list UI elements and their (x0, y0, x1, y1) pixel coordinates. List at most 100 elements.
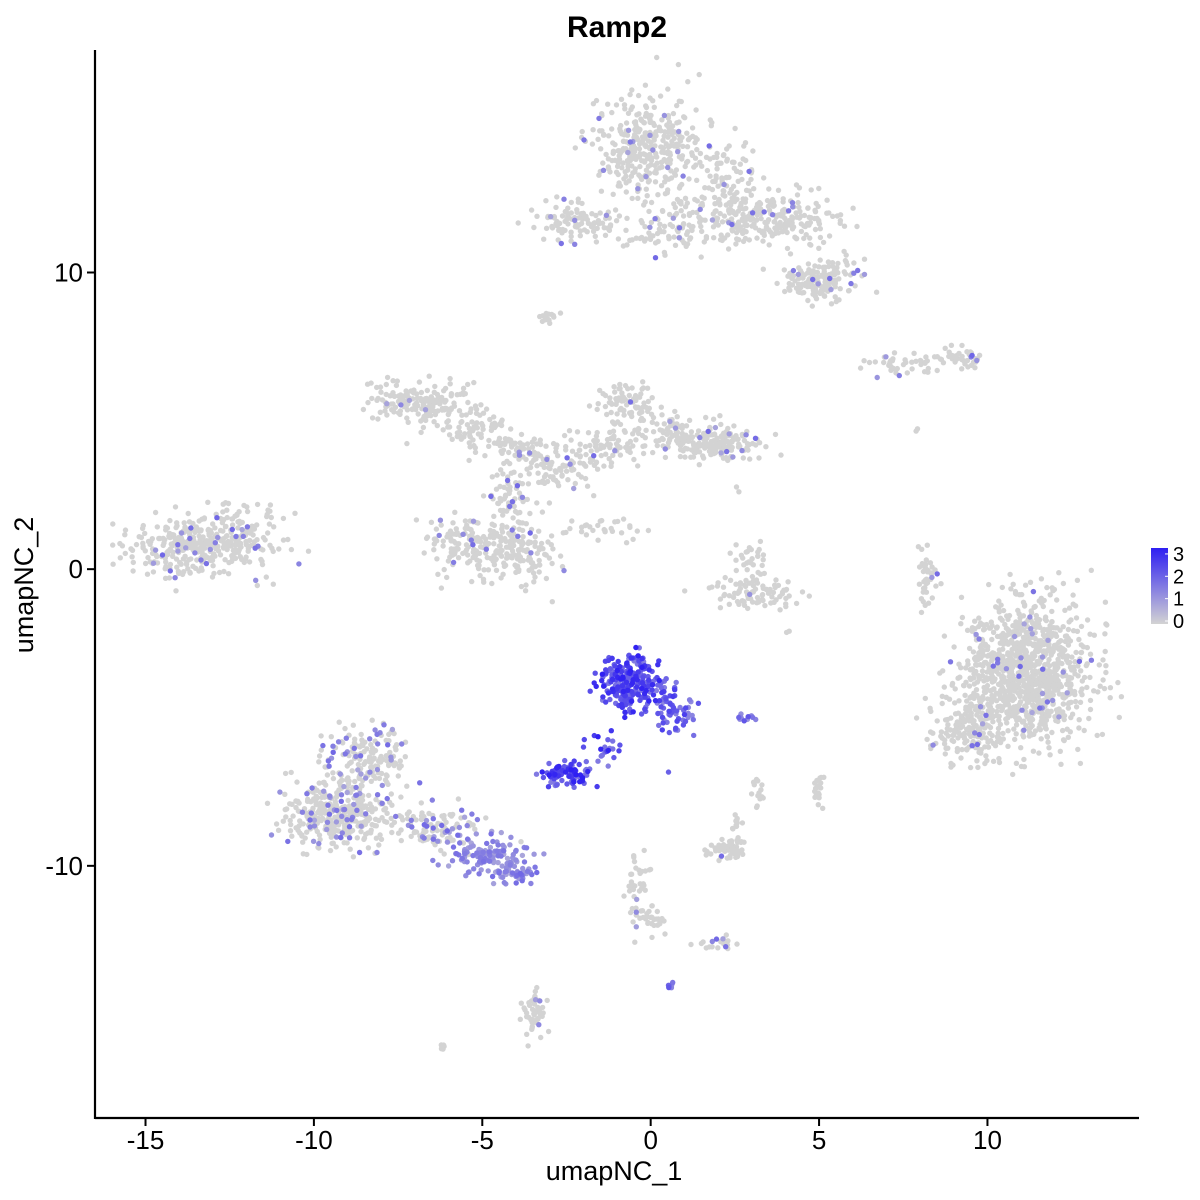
cell-point (1067, 638, 1074, 644)
cell-point (471, 546, 477, 553)
cell-point (152, 547, 159, 553)
cell-point (727, 577, 734, 583)
cell-point (999, 584, 1005, 591)
cell-point (720, 584, 727, 590)
cell-point (984, 696, 991, 702)
cell-point (368, 778, 374, 784)
cell-point (399, 741, 405, 747)
cell-point (720, 936, 726, 942)
cell-point (938, 581, 944, 587)
cell-point (640, 379, 646, 385)
cell-point (676, 154, 683, 160)
cell-point (925, 600, 932, 606)
cell-point (793, 210, 799, 216)
cell-point (486, 437, 492, 444)
cell-point (351, 801, 357, 808)
cell-point (773, 597, 779, 603)
cell-point (615, 183, 621, 189)
cell-point (536, 557, 542, 564)
cell-point (680, 448, 686, 454)
cell-point (653, 438, 659, 444)
cell-point (669, 138, 675, 145)
cell-point (266, 521, 273, 527)
cell-point (1000, 730, 1006, 737)
cell-point (1102, 648, 1108, 655)
cell-point (516, 548, 522, 554)
cell-point (837, 212, 844, 218)
cell-point (769, 212, 776, 218)
cell-point (667, 160, 673, 167)
cell-point (631, 854, 637, 860)
cell-point (636, 127, 643, 133)
cell-point (142, 548, 148, 554)
cell-point (656, 226, 663, 232)
cell-point (508, 553, 515, 560)
cell-point (803, 232, 809, 238)
cell-point (1006, 656, 1012, 662)
cell-point (733, 433, 739, 439)
cell-point (966, 725, 973, 732)
cell-point (1044, 708, 1051, 714)
cell-point (741, 602, 748, 608)
cell-point (538, 1034, 544, 1041)
cell-point (236, 518, 243, 524)
cell-point (642, 435, 648, 441)
cell-point (633, 909, 639, 915)
cell-point (1005, 743, 1011, 749)
cell-point (518, 1000, 524, 1006)
cell-point (423, 817, 430, 824)
cell-point (422, 407, 429, 413)
cell-point (208, 530, 214, 536)
cell-point (707, 173, 713, 179)
cell-point (192, 550, 198, 556)
cell-point (809, 303, 815, 309)
cell-point (918, 361, 924, 368)
cell-point (676, 128, 682, 135)
cell-point (713, 848, 719, 854)
cell-point (660, 137, 666, 144)
cell-point (643, 173, 649, 180)
cell-point (785, 579, 791, 585)
cell-point (1011, 686, 1017, 692)
cell-point (697, 219, 703, 225)
cell-point (396, 394, 403, 400)
cell-point (1023, 649, 1030, 655)
cell-point (742, 140, 749, 146)
cell-point (913, 715, 920, 721)
cell-point (322, 810, 328, 816)
cell-point (519, 542, 525, 548)
cell-point (511, 863, 518, 870)
cell-point (456, 432, 463, 438)
cell-point (929, 574, 935, 581)
cell-point (1044, 584, 1050, 591)
cell-point (682, 588, 688, 594)
cell-point (1010, 629, 1016, 635)
cell-point (537, 453, 544, 459)
cell-point (142, 530, 148, 537)
cell-point (629, 195, 635, 202)
cell-point (630, 886, 637, 893)
cell-point (677, 453, 684, 460)
cell-point (532, 997, 539, 1003)
cell-point (996, 598, 1002, 604)
cell-point (828, 301, 835, 307)
cell-point (247, 537, 253, 544)
cell-point (983, 675, 990, 681)
cell-point (243, 541, 250, 548)
cell-point (460, 550, 466, 557)
cell-point (198, 565, 204, 571)
cell-point (1028, 626, 1034, 632)
cell-point (582, 475, 589, 482)
cell-point (629, 385, 635, 391)
cell-point (694, 146, 700, 153)
cell-point (1000, 607, 1007, 614)
cell-point (316, 845, 322, 851)
cell-point (267, 508, 273, 514)
cell-point (595, 522, 601, 529)
cell-point (138, 534, 145, 541)
cell-point (952, 700, 958, 706)
cell-point (711, 154, 717, 161)
cell-point (695, 428, 702, 434)
cell-point (354, 835, 360, 841)
cell-point (657, 221, 663, 227)
